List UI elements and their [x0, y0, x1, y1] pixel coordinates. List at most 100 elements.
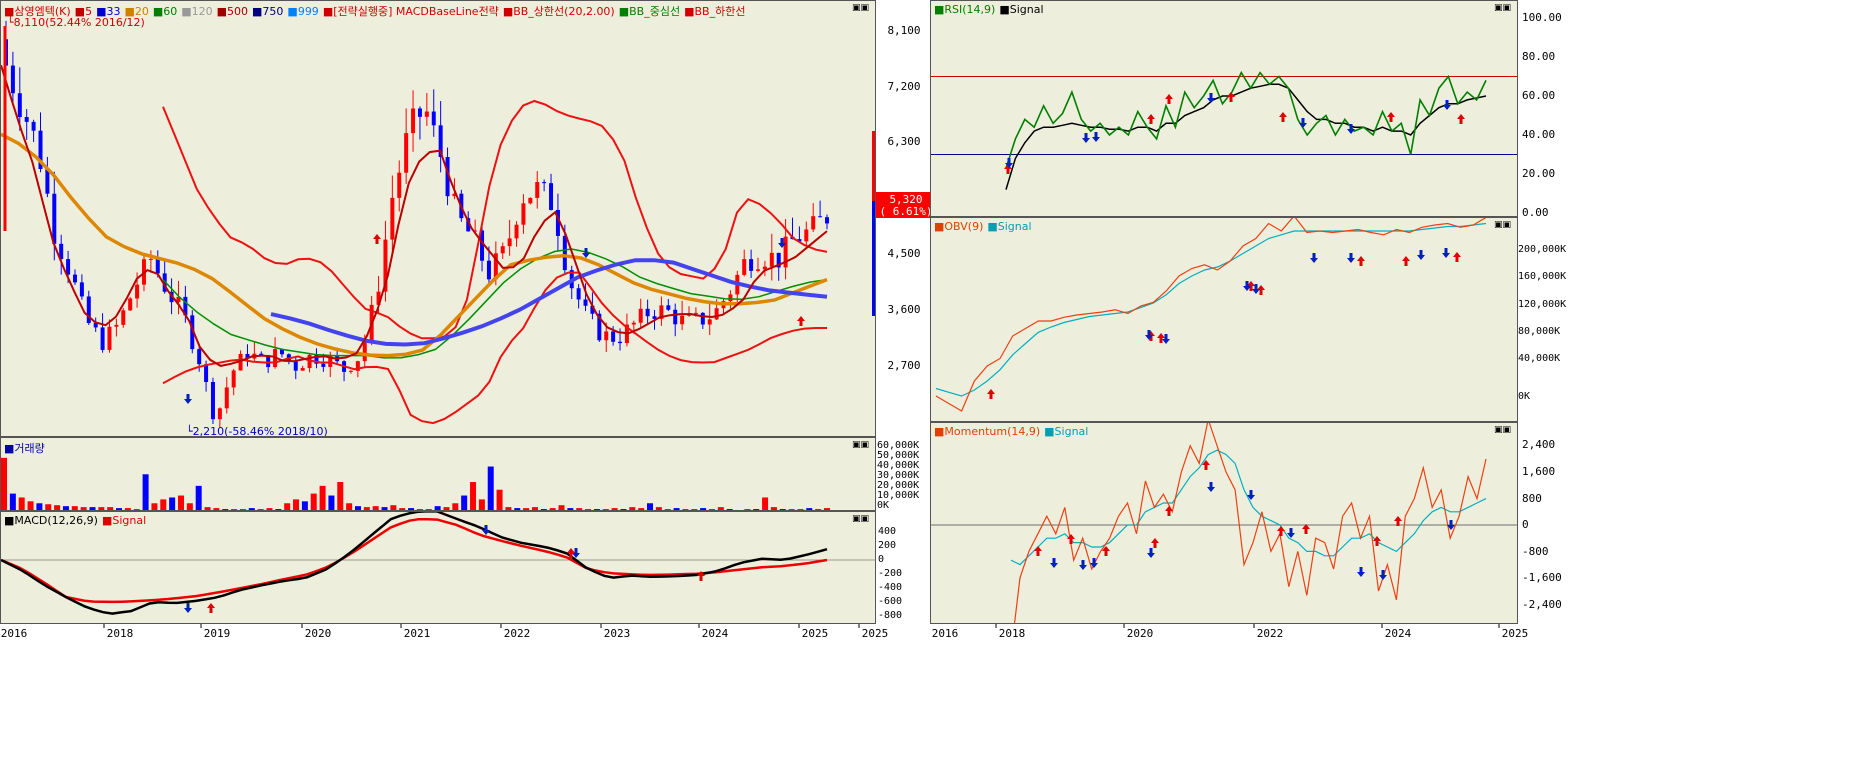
- volume-bar: [98, 507, 105, 510]
- volume-bar: [629, 507, 636, 510]
- x-tick-label: 2024: [702, 627, 729, 640]
- x-tick-label: 2022: [1257, 627, 1284, 640]
- x-tick-label: 2024: [1385, 627, 1412, 640]
- rsi-axis: 100.00 80.00 60.00 40.00 20.00 0.00: [1518, 0, 1571, 217]
- rsi-tick: 60.00: [1522, 89, 1555, 102]
- sell-arrow: [1207, 93, 1215, 103]
- buy-arrow: [1279, 112, 1287, 122]
- ma5-line: [1, 64, 828, 367]
- price-pointer: [876, 200, 882, 210]
- candle-body: [659, 305, 664, 319]
- price-chart[interactable]: [1, 1, 876, 437]
- obv-pane[interactable]: ■OBV(9) ■Signal ▣▣: [930, 217, 1518, 422]
- candle-body: [604, 331, 609, 341]
- pane-controls[interactable]: ▣▣: [1493, 220, 1511, 230]
- price-pane[interactable]: ■삼영엠텍(K) ■5 ■33 ■20 ■60 ■120 ■500 ■750 ■999 ■[전략실…: [0, 0, 876, 437]
- candle-body: [486, 260, 491, 280]
- candle-body: [383, 239, 388, 292]
- rsi-chart[interactable]: [931, 1, 1518, 217]
- sell-arrow: [1447, 520, 1455, 530]
- macd-tick: 200: [878, 540, 896, 551]
- buy-arrow: [1453, 252, 1461, 262]
- volume-bar: [540, 509, 547, 510]
- sell-arrow: [1252, 284, 1260, 294]
- candle-body: [17, 93, 22, 118]
- volume-bar: [611, 508, 618, 510]
- candle-body: [700, 312, 705, 325]
- buy-arrow: [1357, 256, 1365, 266]
- volume-pane[interactable]: ■거래량 ▣▣: [0, 437, 876, 511]
- candle-body: [638, 308, 643, 323]
- macd-tick: 400: [878, 526, 896, 537]
- legend-entry: ■33: [96, 5, 121, 18]
- sell-arrow: [1357, 567, 1365, 577]
- candle-body: [162, 273, 167, 292]
- volume-bar: [310, 493, 317, 510]
- pane-controls[interactable]: ▣▣: [1493, 3, 1511, 13]
- volume-bar: [700, 508, 707, 510]
- momentum-pane[interactable]: ■Momentum(14,9) ■Signal ▣▣: [930, 422, 1518, 624]
- volume-chart[interactable]: [1, 438, 876, 511]
- candle-body: [818, 216, 823, 218]
- candle-body: [797, 239, 802, 242]
- right-x-axis: 2016 2018 2020 2022 2024 2025: [930, 624, 1571, 640]
- pane-controls[interactable]: ▣▣: [1493, 425, 1511, 435]
- candle-body: [93, 323, 98, 328]
- candle-body: [507, 238, 512, 247]
- price-tick: 4,500: [887, 247, 920, 260]
- pane-controls[interactable]: ▣▣: [851, 514, 869, 524]
- volume-bar: [27, 501, 34, 510]
- volume-bar: [708, 509, 715, 510]
- candle-body: [245, 353, 250, 359]
- volume-bar: [682, 509, 689, 510]
- rsi-pane[interactable]: ■RSI(14,9) ■Signal ▣▣: [930, 0, 1518, 217]
- obv-chart[interactable]: [931, 218, 1518, 422]
- candle-body: [424, 111, 429, 117]
- volume-bar: [717, 507, 724, 510]
- legend-entry: ■RSI(14,9): [934, 3, 996, 16]
- legend-entry: ■Signal: [1044, 425, 1089, 438]
- buy-arrow: [567, 548, 575, 558]
- candle-body: [204, 364, 209, 382]
- sell-arrow: [778, 238, 786, 248]
- candle-body: [645, 308, 650, 317]
- volume-bar: [797, 509, 804, 510]
- macd-chart[interactable]: [1, 512, 876, 624]
- momentum-chart[interactable]: [931, 423, 1518, 624]
- candle-body: [300, 368, 305, 371]
- candle-body: [390, 197, 395, 240]
- candle-body: [238, 353, 243, 371]
- buy-arrow: [1151, 538, 1159, 548]
- volume-bar: [169, 497, 176, 510]
- sell-arrow: [572, 548, 580, 558]
- current-price-text: 5,320: [889, 193, 922, 206]
- volume-tick: 40,000K: [877, 460, 919, 471]
- volume-bar: [266, 508, 273, 510]
- sell-arrow: [1287, 528, 1295, 538]
- volume-bar: [664, 509, 671, 510]
- volume-bar: [372, 506, 379, 510]
- volume-bar: [806, 508, 813, 510]
- volume-tick: 0K: [877, 500, 889, 511]
- candle-body: [431, 111, 436, 126]
- x-tick-label: 2020: [1127, 627, 1154, 640]
- candle-body: [480, 230, 485, 261]
- pane-controls[interactable]: ▣▣: [851, 440, 869, 450]
- obv-axis: 200,000K 160,000K 120,000K 80,000K 40,000K 0K: [1518, 217, 1571, 422]
- volume-bar: [753, 509, 760, 510]
- volume-bar: [523, 508, 530, 510]
- macd-pane[interactable]: ■MACD(12,26,9) ■Signal ▣▣: [0, 511, 876, 624]
- volume-bar: [124, 508, 131, 510]
- left-x-axis: 2016 2018 2019 2020 2021 2022 2023 2024 2025 2025: [0, 624, 930, 640]
- volume-bar: [673, 508, 680, 510]
- legend-entry: ■999: [287, 5, 319, 18]
- volume-bar: [89, 507, 96, 510]
- bb-middle-line: [162, 248, 828, 359]
- candle-body: [397, 172, 402, 198]
- x-tick-label: 2019: [204, 627, 231, 640]
- legend-entry: ■BB_중심선: [618, 5, 681, 18]
- candle-body: [762, 266, 767, 270]
- price-axis: 8,100 7,200 6,300 4,500 3,600 2,700 5,320( 6.6…: [876, 0, 930, 437]
- pane-controls[interactable]: ▣▣: [851, 3, 869, 13]
- candle-body: [279, 349, 284, 355]
